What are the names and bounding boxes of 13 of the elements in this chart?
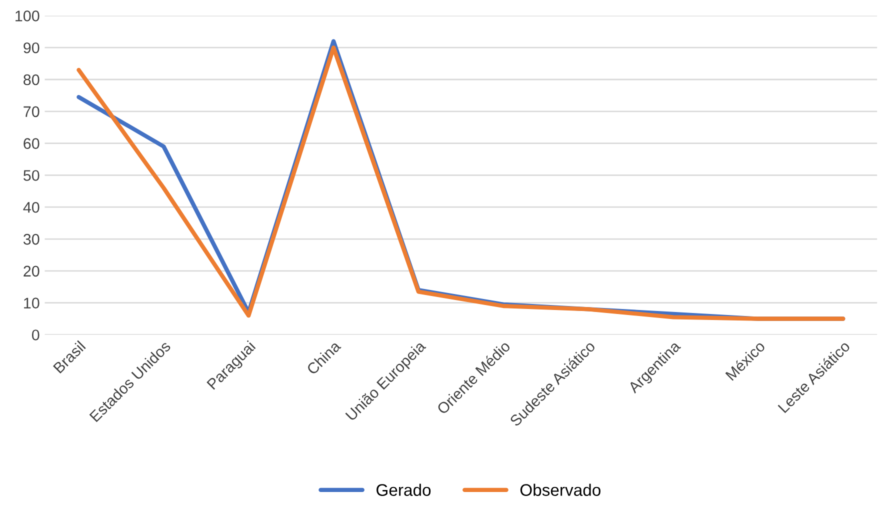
legend-label: Observado [520,484,600,496]
y-tick-label: 30 [23,234,40,245]
y-tick-label: 100 [16,10,40,22]
y-tick-label: 50 [24,170,40,181]
y-tick-label: 40 [23,202,40,213]
y-tick-label: 20 [24,266,40,277]
y-tick-label: 0 [32,330,40,340]
y-tick-label: 60 [24,138,40,149]
y-tick-label: 10 [24,298,40,309]
y-tick-label: 70 [24,106,40,118]
legend-label: Gerado [376,484,431,496]
y-tick-label: 90 [24,42,40,54]
y-tick-label: 80 [24,74,40,86]
